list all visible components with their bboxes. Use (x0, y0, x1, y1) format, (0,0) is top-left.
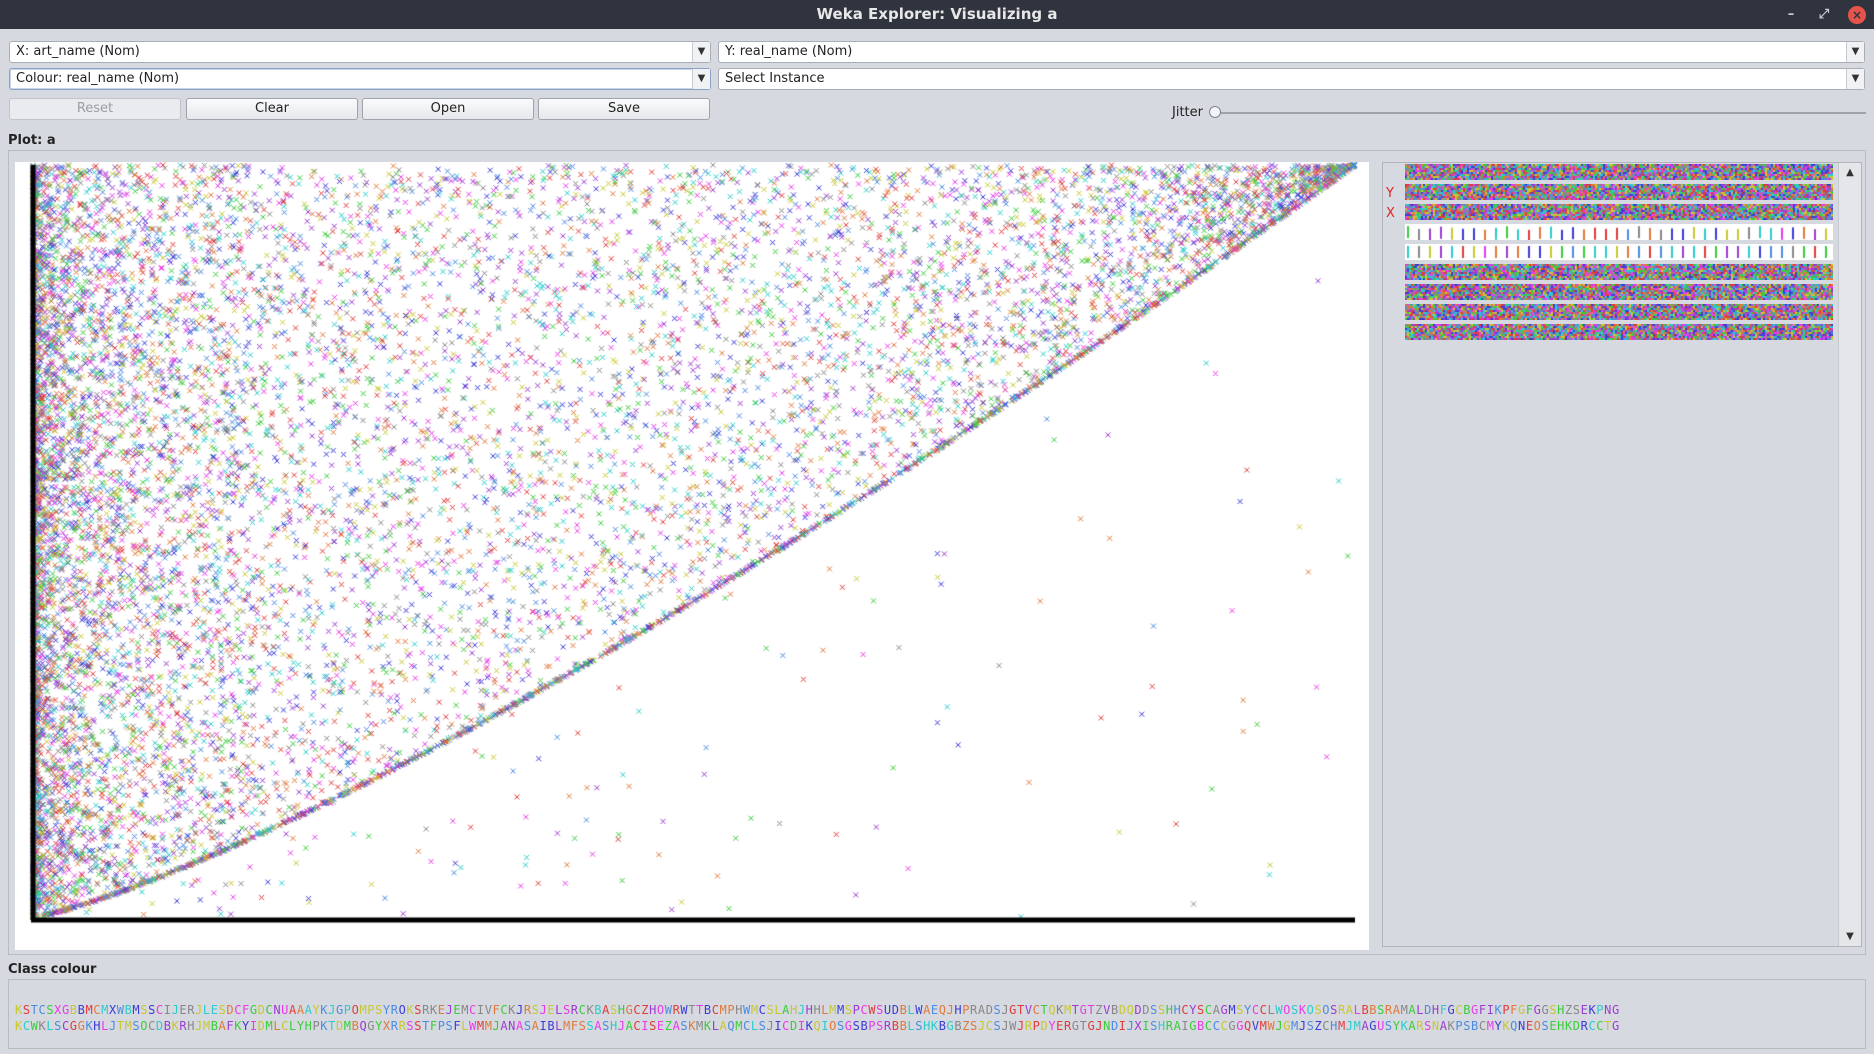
y-axis-value: Y: real_name (Nom) (725, 44, 853, 59)
plot-title: Plot: a (8, 133, 56, 148)
attribute-panel-scrollbar[interactable]: ▲ ▼ (1838, 163, 1861, 946)
attribute-bar[interactable] (1405, 244, 1833, 260)
jitter-label: Jitter (1172, 105, 1203, 120)
attribute-bar[interactable] (1405, 204, 1833, 220)
minimize-icon[interactable]: – (1787, 7, 1795, 22)
open-button[interactable]: Open (362, 98, 534, 120)
close-icon[interactable]: × (1848, 6, 1866, 24)
attribute-bar[interactable] (1405, 324, 1833, 340)
x-axis-value: X: art_name (Nom) (16, 44, 140, 59)
class-colour-title: Class colour (8, 962, 97, 977)
save-button[interactable]: Save (538, 98, 710, 120)
chevron-down-icon[interactable]: ▼ (1846, 69, 1864, 89)
scatter-plot-canvas[interactable] (15, 162, 1369, 950)
attribute-bar[interactable] (1405, 164, 1833, 180)
y-marker-label: Y (1386, 186, 1394, 201)
colour-value: Colour: real_name (Nom) (16, 71, 180, 86)
maximize-icon[interactable]: ⤢ (1818, 7, 1830, 22)
plot-frame (8, 150, 1866, 955)
x-marker-label: X (1386, 206, 1395, 221)
jitter-slider-track[interactable] (1216, 112, 1866, 114)
class-colour-row[interactable]: KSTCSXGBBMCMXWBMSSCIJERJLESDCFGDCNUAAAYK… (15, 1003, 1620, 1017)
attribute-bar[interactable] (1405, 304, 1833, 320)
attribute-bar[interactable] (1405, 224, 1833, 240)
class-colour-row[interactable]: KCWKLSCGGKHLJTMSOCDBKRHJMBAFKYIDMLCLYHPK… (15, 1019, 1620, 1033)
colour-select[interactable]: Colour: real_name (Nom) ▼ (9, 68, 711, 90)
jitter-slider-handle[interactable] (1209, 106, 1221, 118)
select-instance-value: Select Instance (725, 71, 825, 86)
select-instance-select[interactable]: Select Instance ▼ (718, 68, 1865, 90)
scroll-up-icon[interactable]: ▲ (1846, 167, 1854, 178)
attribute-bar[interactable] (1405, 184, 1833, 200)
chevron-down-icon[interactable]: ▼ (692, 69, 710, 89)
class-colour-panel (8, 979, 1866, 1049)
y-axis-select[interactable]: Y: real_name (Nom) ▼ (718, 41, 1865, 63)
chevron-down-icon[interactable]: ▼ (692, 42, 710, 62)
scroll-down-icon[interactable]: ▼ (1846, 931, 1854, 942)
chevron-down-icon[interactable]: ▼ (1846, 42, 1864, 62)
window-title: Weka Explorer: Visualizing a (816, 5, 1058, 23)
clear-button[interactable]: Clear (186, 98, 358, 120)
x-axis-select[interactable]: X: art_name (Nom) ▼ (9, 41, 711, 63)
window-titlebar: Weka Explorer: Visualizing a – ⤢ × (0, 0, 1874, 29)
attribute-bar[interactable] (1405, 264, 1833, 280)
attribute-bar[interactable] (1405, 284, 1833, 300)
reset-button[interactable]: Reset (9, 98, 181, 120)
scatter-plot-area[interactable] (15, 162, 1369, 950)
